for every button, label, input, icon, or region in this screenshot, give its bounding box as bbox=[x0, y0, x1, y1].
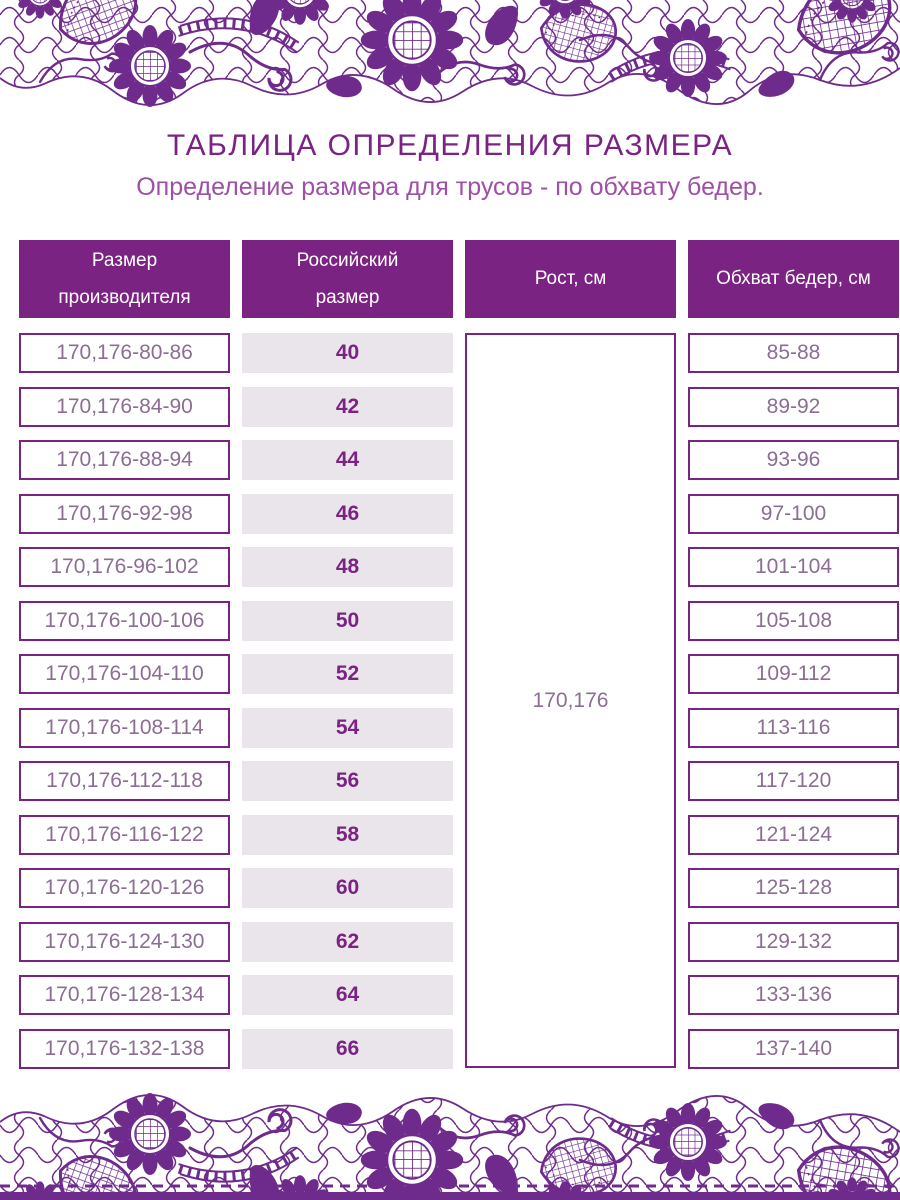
page-title: ТАБЛИЦА ОПРЕДЕЛЕНИЯ РАЗМЕРА bbox=[166, 129, 734, 162]
russian-size-cell: 60 bbox=[242, 868, 453, 908]
manufacturer-size-cell: 170,176-100-106 bbox=[19, 600, 230, 641]
hip-circumference-cell: 137-140 bbox=[688, 1028, 899, 1069]
column-hip-circumference: Обхват бедер, см 85-88 89-92 93-96 97-100 10… bbox=[688, 240, 899, 1069]
hip-circumference-cell: 129-132 bbox=[688, 921, 899, 962]
lace-border-top-icon bbox=[0, 0, 900, 110]
manufacturer-size-cell: 170,176-84-90 bbox=[19, 386, 230, 427]
manufacturer-size-cell: 170,176-92-98 bbox=[19, 493, 230, 534]
russian-size-cell: 50 bbox=[242, 600, 453, 641]
hip-circumference-cell: 125-128 bbox=[688, 868, 899, 908]
column-header-manufacturer-size: Размер производителя bbox=[19, 240, 230, 318]
hip-circumference-cell: 89-92 bbox=[688, 386, 899, 427]
hip-circumference-cell: 133-136 bbox=[688, 975, 899, 1015]
column-manufacturer-size: Размер производителя 170,176-80-86 170,17… bbox=[19, 240, 230, 1069]
manufacturer-size-cell: 170,176-96-102 bbox=[19, 547, 230, 587]
manufacturer-size-cell: 170,176-112-118 bbox=[19, 761, 230, 801]
russian-size-cell: 62 bbox=[242, 921, 453, 962]
hip-circumference-cell: 109-112 bbox=[688, 654, 899, 694]
russian-size-cell: 42 bbox=[242, 386, 453, 427]
manufacturer-size-cell: 170,176-120-126 bbox=[19, 868, 230, 908]
column-header-hip-circumference: Обхват бедер, см bbox=[688, 240, 899, 318]
russian-size-cell: 54 bbox=[242, 707, 453, 748]
column-header-height: Рост, см bbox=[465, 240, 676, 318]
russian-size-cells: 40 42 44 46 48 50 52 54 56 58 60 62 64 66 bbox=[242, 333, 453, 1069]
russian-size-cell: 64 bbox=[242, 975, 453, 1015]
russian-size-cell: 56 bbox=[242, 761, 453, 801]
hip-circumference-cell: 101-104 bbox=[688, 547, 899, 587]
hip-circumference-cell: 85-88 bbox=[688, 333, 899, 373]
manufacturer-size-cell: 170,176-124-130 bbox=[19, 921, 230, 962]
manufacturer-size-cell: 170,176-104-110 bbox=[19, 654, 230, 694]
lace-border-bottom-icon bbox=[0, 1090, 900, 1200]
hip-circumference-cell: 97-100 bbox=[688, 493, 899, 534]
russian-size-cell: 58 bbox=[242, 814, 453, 855]
column-height: Рост, см 170,176 bbox=[465, 240, 676, 1069]
column-header-russian-size: Российский размер bbox=[242, 240, 453, 318]
russian-size-cell: 66 bbox=[242, 1028, 453, 1069]
russian-size-cell: 46 bbox=[242, 493, 453, 534]
manufacturer-size-cells: 170,176-80-86 170,176-84-90 170,176-88-94 1… bbox=[19, 333, 230, 1069]
hip-circumference-cell: 105-108 bbox=[688, 600, 899, 641]
manufacturer-size-cell: 170,176-80-86 bbox=[19, 333, 230, 373]
manufacturer-size-cell: 170,176-116-122 bbox=[19, 814, 230, 855]
hip-circumference-cells: 85-88 89-92 93-96 97-100 101-104 105-108 109-1… bbox=[688, 333, 899, 1069]
height-cells: 170,176 bbox=[465, 333, 676, 1068]
manufacturer-size-cell: 170,176-108-114 bbox=[19, 707, 230, 748]
hip-circumference-cell: 93-96 bbox=[688, 440, 899, 480]
hip-circumference-cell: 113-116 bbox=[688, 707, 899, 748]
manufacturer-size-cell: 170,176-88-94 bbox=[19, 440, 230, 480]
manufacturer-size-cell: 170,176-132-138 bbox=[19, 1028, 230, 1069]
manufacturer-size-cell: 170,176-128-134 bbox=[19, 975, 230, 1015]
size-table: Размер производителя 170,176-80-86 170,17… bbox=[19, 240, 899, 1069]
russian-size-cell: 52 bbox=[242, 654, 453, 694]
height-value-cell: 170,176 bbox=[465, 333, 676, 1068]
russian-size-cell: 44 bbox=[242, 440, 453, 480]
page-subtitle: Определение размера для трусов - по обхв… bbox=[136, 173, 764, 201]
hip-circumference-cell: 121-124 bbox=[688, 814, 899, 855]
column-russian-size: Российский размер 40 42 44 46 48 50 52 54 56 58 60… bbox=[242, 240, 453, 1069]
russian-size-cell: 48 bbox=[242, 547, 453, 587]
russian-size-cell: 40 bbox=[242, 333, 453, 373]
hip-circumference-cell: 117-120 bbox=[688, 761, 899, 801]
